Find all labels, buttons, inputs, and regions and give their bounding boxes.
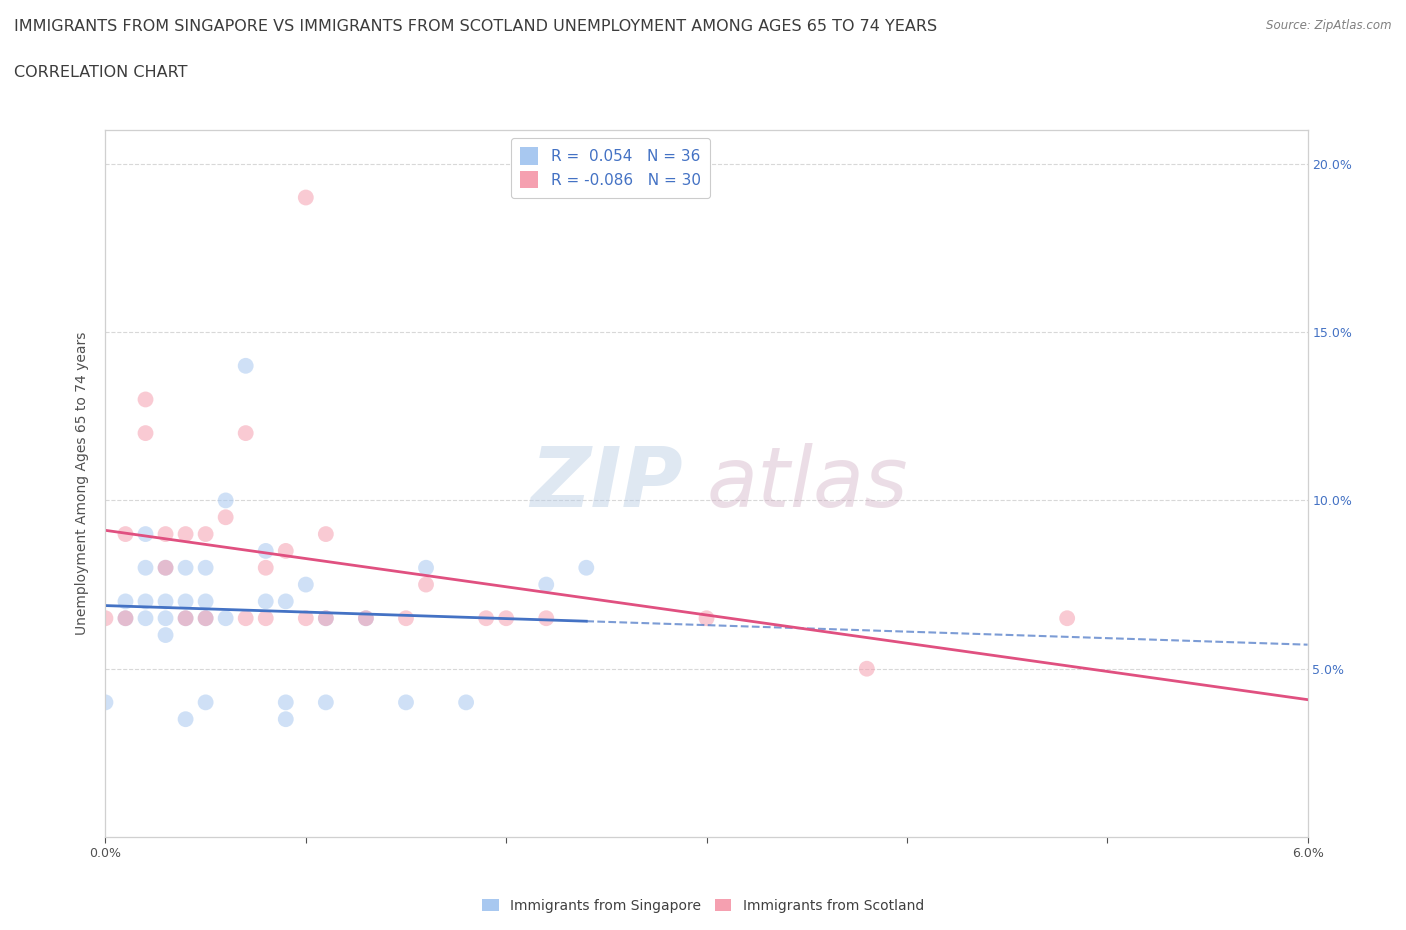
Point bbox=[274, 543, 297, 558]
Point bbox=[295, 611, 318, 626]
Legend: R =  0.054   N = 36, R = -0.086   N = 30: R = 0.054 N = 36, R = -0.086 N = 30 bbox=[510, 138, 710, 197]
Y-axis label: Unemployment Among Ages 65 to 74 years: Unemployment Among Ages 65 to 74 years bbox=[76, 332, 90, 635]
Point bbox=[315, 526, 337, 541]
Point bbox=[696, 611, 718, 626]
Point bbox=[235, 611, 257, 626]
Point bbox=[194, 611, 217, 626]
Text: IMMIGRANTS FROM SINGAPORE VS IMMIGRANTS FROM SCOTLAND UNEMPLOYMENT AMONG AGES 65: IMMIGRANTS FROM SINGAPORE VS IMMIGRANTS … bbox=[14, 19, 938, 33]
Point bbox=[194, 560, 217, 575]
Point bbox=[235, 358, 257, 373]
Point bbox=[194, 594, 217, 609]
Point bbox=[274, 711, 297, 726]
Text: Source: ZipAtlas.com: Source: ZipAtlas.com bbox=[1267, 19, 1392, 32]
Text: ZIP: ZIP bbox=[530, 443, 682, 525]
Text: atlas: atlas bbox=[707, 443, 908, 525]
Point bbox=[174, 611, 197, 626]
Point bbox=[475, 611, 498, 626]
Point bbox=[174, 711, 197, 726]
Point bbox=[415, 560, 437, 575]
Point bbox=[194, 526, 217, 541]
Legend: Immigrants from Singapore, Immigrants from Scotland: Immigrants from Singapore, Immigrants fr… bbox=[477, 894, 929, 919]
Point bbox=[194, 611, 217, 626]
Point bbox=[155, 526, 177, 541]
Point bbox=[155, 611, 177, 626]
Point bbox=[114, 611, 136, 626]
Point bbox=[135, 594, 157, 609]
Point bbox=[315, 611, 337, 626]
Point bbox=[534, 611, 557, 626]
Point bbox=[135, 560, 157, 575]
Point bbox=[135, 611, 157, 626]
Point bbox=[274, 695, 297, 710]
Point bbox=[94, 611, 117, 626]
Point bbox=[295, 578, 318, 592]
Point bbox=[114, 611, 136, 626]
Point bbox=[315, 611, 337, 626]
Point bbox=[354, 611, 377, 626]
Point bbox=[495, 611, 517, 626]
Point bbox=[155, 628, 177, 643]
Point bbox=[254, 543, 277, 558]
Point bbox=[114, 526, 136, 541]
Point bbox=[395, 611, 418, 626]
Point bbox=[135, 392, 157, 407]
Point bbox=[155, 560, 177, 575]
Point bbox=[174, 560, 197, 575]
Point bbox=[135, 526, 157, 541]
Point bbox=[135, 426, 157, 441]
Text: CORRELATION CHART: CORRELATION CHART bbox=[14, 65, 187, 80]
Point bbox=[194, 695, 217, 710]
Point bbox=[155, 560, 177, 575]
Point bbox=[214, 611, 236, 626]
Point bbox=[575, 560, 598, 575]
Point bbox=[254, 594, 277, 609]
Point bbox=[454, 695, 477, 710]
Point bbox=[254, 560, 277, 575]
Point bbox=[315, 695, 337, 710]
Point bbox=[155, 594, 177, 609]
Point bbox=[174, 526, 197, 541]
Point bbox=[174, 611, 197, 626]
Point bbox=[855, 661, 877, 676]
Point bbox=[395, 695, 418, 710]
Point bbox=[214, 493, 236, 508]
Point bbox=[235, 426, 257, 441]
Point bbox=[534, 578, 557, 592]
Point bbox=[114, 594, 136, 609]
Point bbox=[94, 695, 117, 710]
Point bbox=[174, 594, 197, 609]
Point bbox=[354, 611, 377, 626]
Point bbox=[254, 611, 277, 626]
Point bbox=[214, 510, 236, 525]
Point bbox=[274, 594, 297, 609]
Point bbox=[295, 190, 318, 205]
Point bbox=[415, 578, 437, 592]
Point bbox=[1056, 611, 1078, 626]
